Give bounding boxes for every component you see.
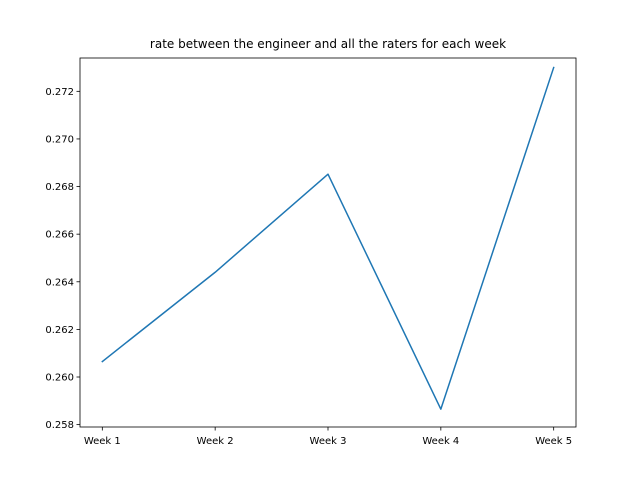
y-tick-label: 0.260 bbox=[45, 373, 74, 384]
x-tick-label: Week 3 bbox=[310, 436, 347, 447]
x-tick-label: Week 5 bbox=[535, 436, 572, 447]
x-tick-label: Week 2 bbox=[197, 436, 234, 447]
y-tick-label: 0.258 bbox=[45, 420, 74, 431]
y-tick-label: 0.262 bbox=[45, 325, 74, 336]
series-line bbox=[101, 66, 555, 410]
data-point bbox=[440, 408, 442, 410]
data-point bbox=[214, 271, 216, 273]
data-point bbox=[553, 67, 555, 69]
data-point bbox=[327, 173, 329, 175]
y-tick-label: 0.268 bbox=[45, 182, 74, 193]
y-tick-label: 0.272 bbox=[45, 87, 74, 98]
y-tick-label: 0.266 bbox=[45, 230, 74, 241]
y-tick-label: 0.264 bbox=[45, 277, 74, 288]
data-point bbox=[102, 361, 104, 363]
x-tick-label: Week 1 bbox=[84, 436, 121, 447]
y-tick-label: 0.270 bbox=[45, 134, 74, 145]
x-tick-label: Week 4 bbox=[422, 436, 459, 447]
plot-area: 0.258 0.260 0.262 0.264 0.266 0.268 0.270 0.272… bbox=[45, 57, 577, 447]
chart-title: rate between the engineer and all the ra… bbox=[150, 37, 506, 51]
